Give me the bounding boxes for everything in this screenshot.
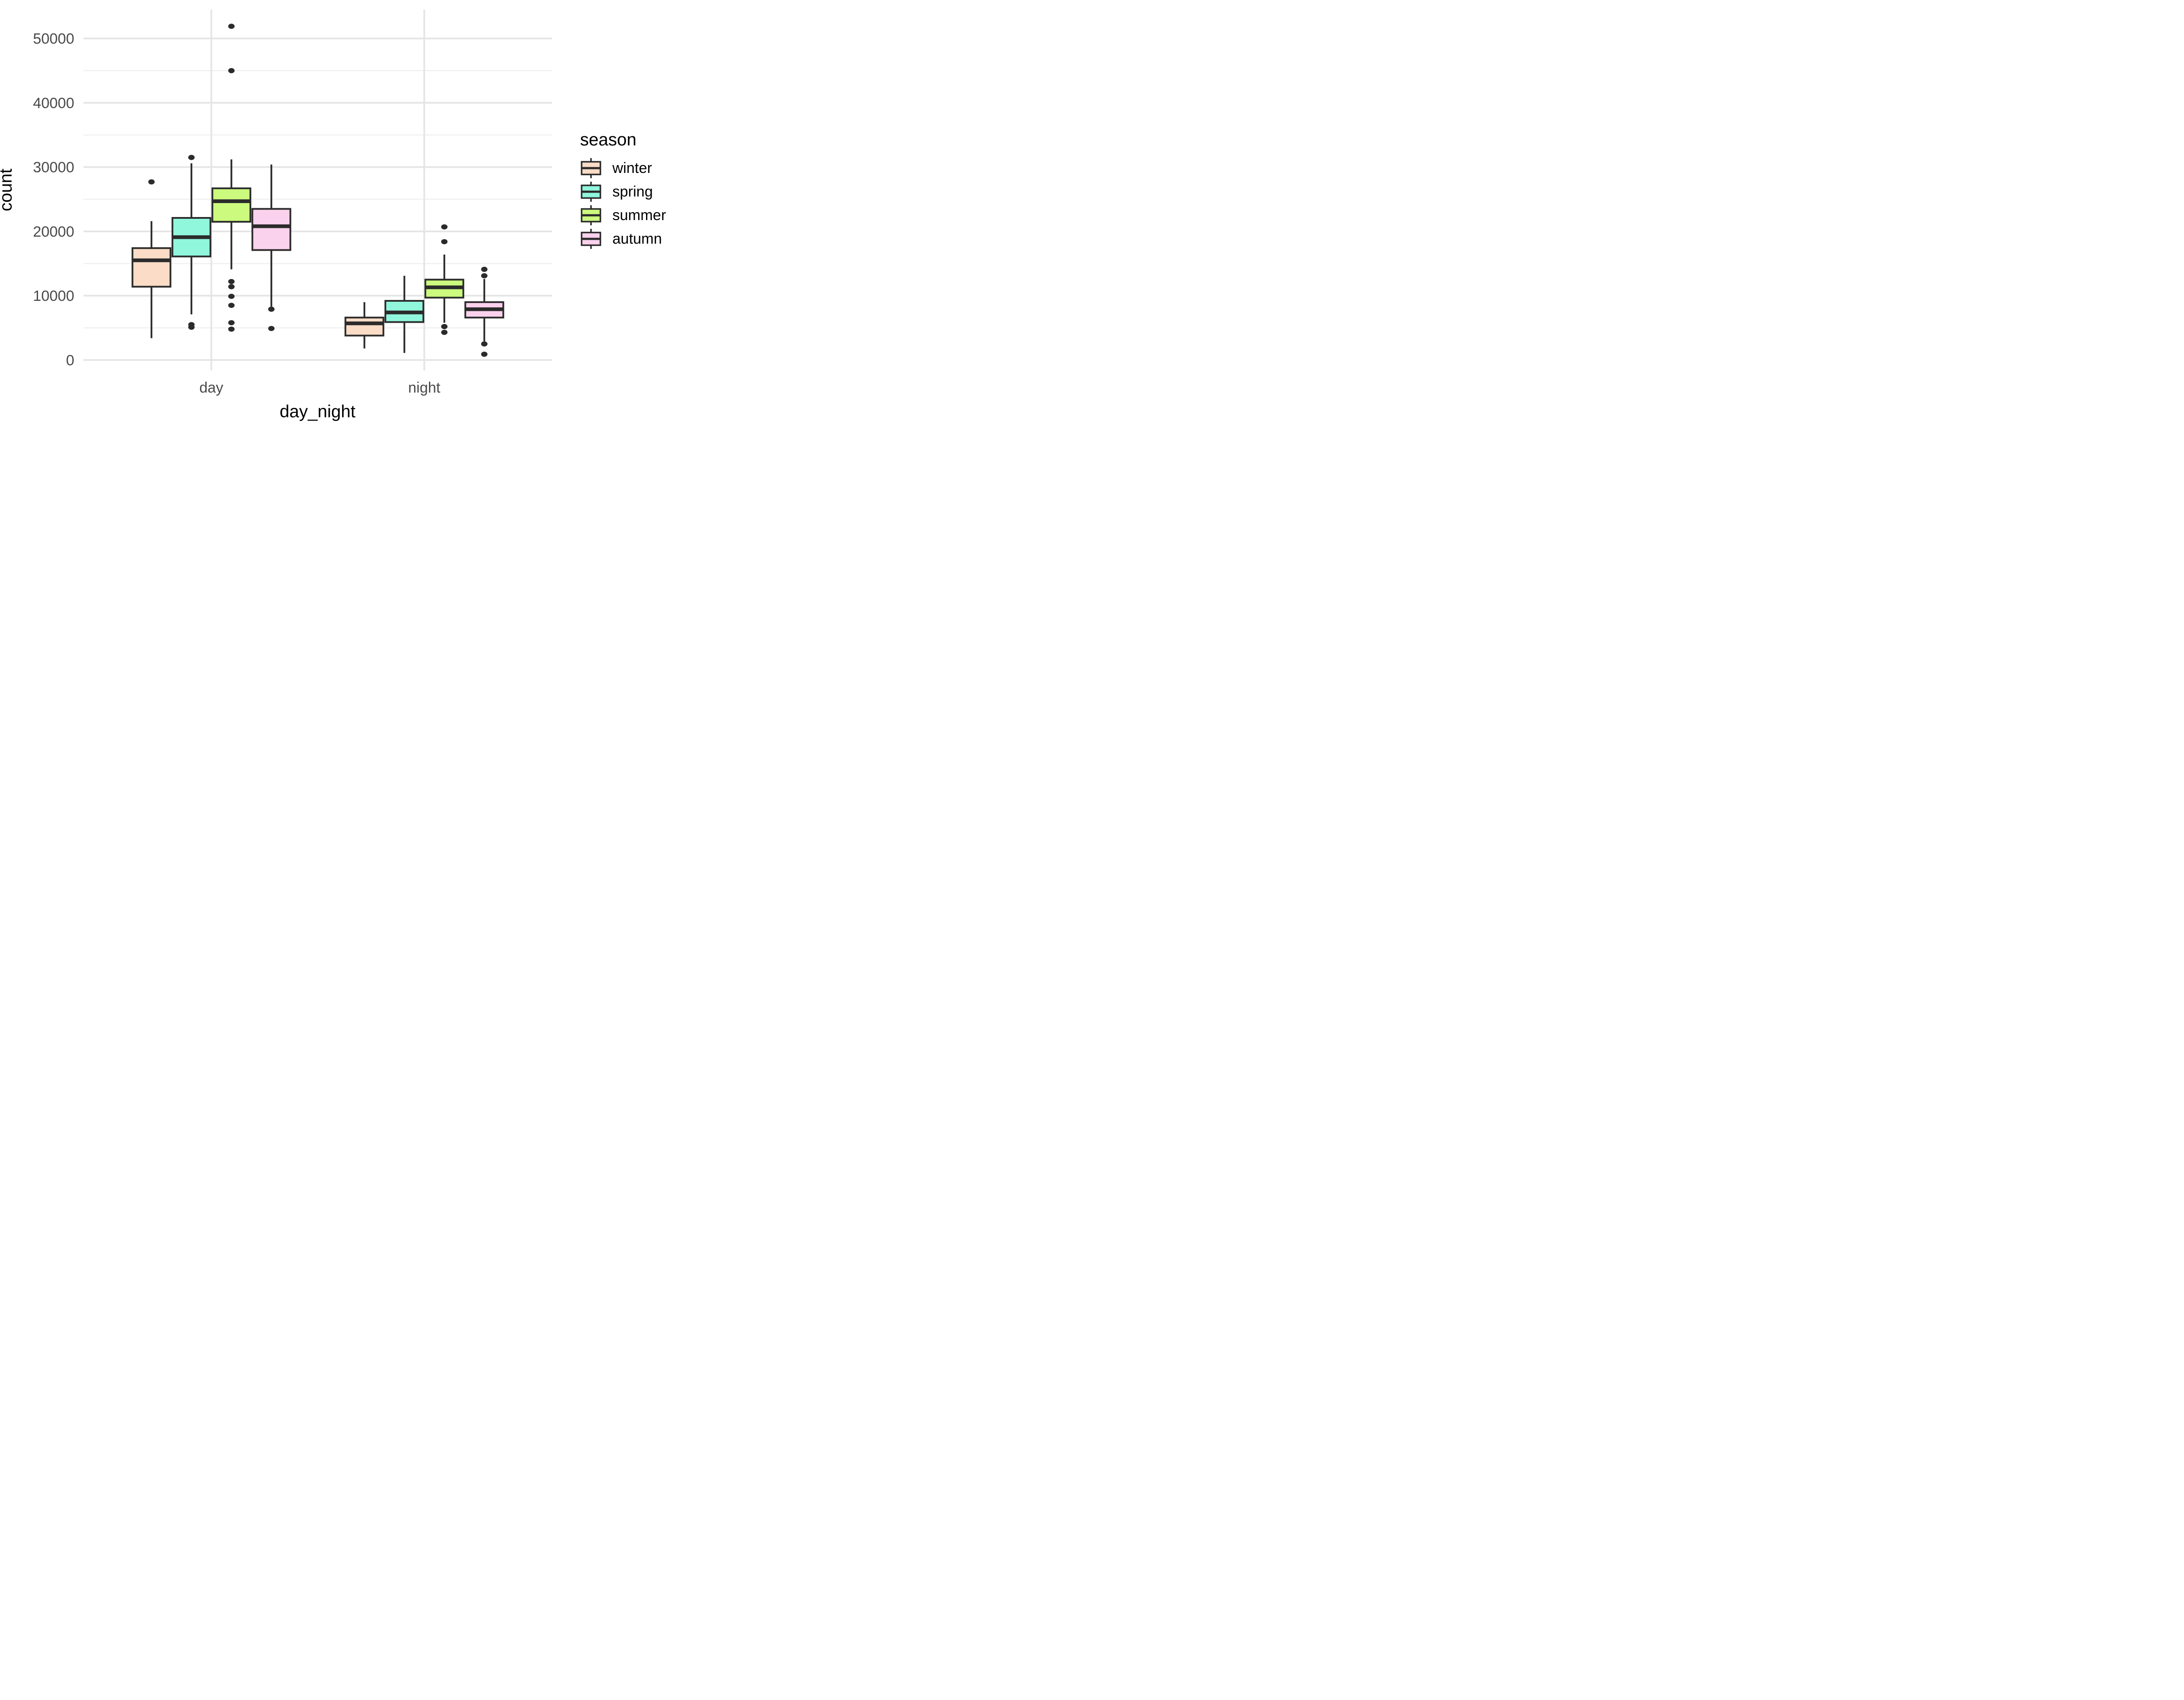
y-axis-title: count bbox=[0, 169, 16, 211]
y-tick-label-0: 0 bbox=[66, 352, 74, 369]
y-tick-label-20000: 20000 bbox=[33, 224, 74, 240]
legend-key-boxplot-icon-winter bbox=[581, 158, 601, 178]
outlier-dot-night-summer bbox=[441, 330, 448, 335]
x-axis-title: day_night bbox=[280, 402, 356, 421]
y-tick-label-40000: 40000 bbox=[33, 95, 74, 111]
outlier-dot-night-summer bbox=[441, 324, 448, 329]
plot-panel: 0 10000 20000 30000 40000 50000 day night bbox=[33, 10, 552, 396]
outlier-dot-day-spring bbox=[188, 324, 195, 330]
outlier-dot-night-summer bbox=[441, 239, 448, 245]
y-tick-label-10000: 10000 bbox=[33, 288, 74, 304]
outlier-dot-day-summer bbox=[228, 303, 235, 308]
outlier-dot-day-summer bbox=[228, 68, 235, 73]
legend-title: season bbox=[580, 130, 636, 149]
outlier-dot-day-autumn bbox=[268, 307, 275, 312]
outlier-dot-night-autumn bbox=[481, 273, 488, 279]
legend-label-autumn: autumn bbox=[612, 230, 662, 247]
legend-key-boxplot-icon-spring bbox=[581, 182, 601, 202]
outlier-dot-day-winter bbox=[148, 179, 155, 185]
legend-key-boxplot-icon-autumn bbox=[581, 229, 601, 249]
outlier-dot-night-autumn bbox=[481, 352, 488, 357]
outlier-dot-day-summer bbox=[228, 284, 235, 290]
outlier-dot-night-autumn bbox=[481, 266, 488, 272]
legend-label-summer: summer bbox=[612, 207, 666, 224]
x-tick-label-night: night bbox=[408, 379, 440, 396]
box-night-winter bbox=[344, 317, 384, 337]
legend-label-winter: winter bbox=[612, 159, 652, 176]
outlier-dot-day-summer bbox=[228, 279, 235, 284]
legend-label-spring: spring bbox=[612, 183, 653, 200]
outlier-dot-night-autumn bbox=[481, 341, 488, 347]
legend-item-winter: winter bbox=[580, 156, 685, 180]
legend-item-autumn: autumn bbox=[580, 227, 685, 251]
outlier-dot-day-autumn bbox=[268, 326, 275, 331]
legend-key-boxplot-icon-summer bbox=[581, 205, 601, 225]
boxplot-chart: 0 10000 20000 30000 40000 50000 day night count… bbox=[0, 0, 688, 425]
legend-items: winter spring summer autumn bbox=[580, 156, 685, 251]
legend-item-spring: spring bbox=[580, 180, 685, 203]
box-day-autumn bbox=[251, 208, 291, 251]
outlier-dot-day-summer bbox=[228, 293, 235, 299]
outlier-dot-day-spring bbox=[188, 155, 195, 160]
outlier-dot-day-summer bbox=[228, 326, 235, 332]
box-day-summer bbox=[211, 187, 252, 223]
y-tick-label-50000: 50000 bbox=[33, 31, 74, 47]
outlier-dot-day-summer bbox=[228, 320, 235, 325]
x-tick-label-day: day bbox=[199, 379, 223, 396]
outlier-dot-day-summer bbox=[228, 24, 235, 29]
legend: season winter spring summer autumn bbox=[580, 129, 685, 251]
outlier-dot-night-summer bbox=[441, 224, 448, 230]
legend-item-summer: summer bbox=[580, 203, 685, 227]
box-day-winter bbox=[131, 247, 172, 288]
y-tick-label-30000: 30000 bbox=[33, 159, 74, 176]
